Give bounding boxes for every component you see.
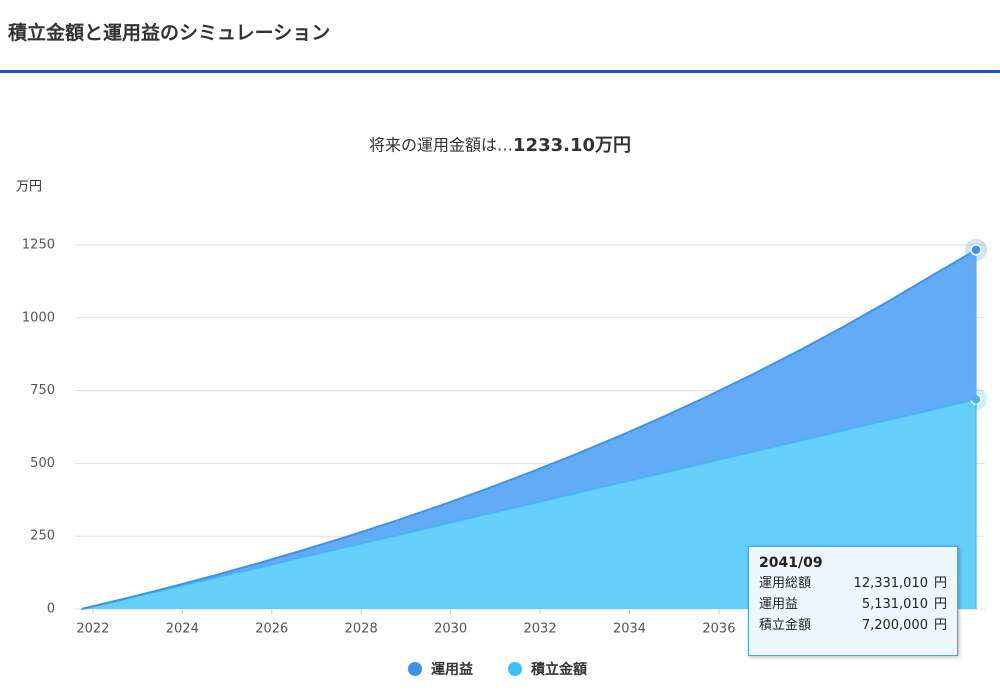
y-tick-label: 1250 — [22, 238, 55, 253]
x-tick-label: 2030 — [434, 622, 467, 637]
area — [81, 249, 977, 610]
tooltip-row: 運用総額 12,331,010 円 — [759, 574, 947, 593]
tooltip-cell: 円 — [933, 618, 947, 633]
legend-label: 運用益 — [431, 661, 473, 678]
legend-swatch — [508, 662, 522, 676]
x-tick-label: 2024 — [166, 622, 199, 637]
y-tick-label: 0 — [47, 602, 55, 617]
end-marker — [970, 244, 982, 256]
x-tick-label: 2034 — [613, 622, 646, 637]
subtitle: 将来の運用金額は… — [369, 136, 513, 155]
x-tick-label: 2026 — [255, 622, 288, 637]
x-tick-label: 2022 — [76, 622, 109, 637]
y-tick-label: 250 — [30, 529, 55, 544]
tooltip-cell: 円 — [933, 597, 947, 612]
y-tick-label: 1000 — [22, 310, 55, 325]
y-tick-label: 750 — [30, 383, 55, 398]
subtitle-value: 1233.10万円 — [513, 135, 631, 156]
tooltip-row: 積立金額 7,200,000 円 — [759, 616, 947, 635]
x-tick-label: 2028 — [345, 622, 378, 637]
legend-label: 積立金額 — [530, 661, 587, 678]
legend-swatch — [408, 662, 422, 676]
tooltip: 2041/09 運用総額 12,331,010 円運用益 5,131,010 円積立金額 7… — [748, 546, 958, 656]
tooltip-cell: 積立金額 — [759, 618, 812, 633]
x-tick-label: 2036 — [702, 622, 735, 637]
tooltip-cell: 5,131,010 — [861, 597, 928, 612]
tooltip-date: 2041/09 — [759, 555, 823, 571]
tooltip-cell: 運用益 — [759, 597, 799, 612]
tooltip-cell: 円 — [933, 576, 947, 591]
y-unit: 万円 — [16, 180, 42, 195]
line — [81, 249, 977, 610]
title-underline — [0, 70, 1000, 73]
tooltip-cell: 7,200,000 — [861, 618, 928, 633]
x-tick-label: 2032 — [524, 622, 557, 637]
tooltip-row: 運用益 5,131,010 円 — [759, 595, 947, 614]
page-title: 積立金額と運用益のシミュレーション — [8, 22, 331, 44]
tooltip-cell: 運用総額 — [759, 576, 812, 591]
tooltip-cell: 12,331,010 — [853, 576, 928, 591]
y-tick-label: 500 — [30, 456, 55, 471]
